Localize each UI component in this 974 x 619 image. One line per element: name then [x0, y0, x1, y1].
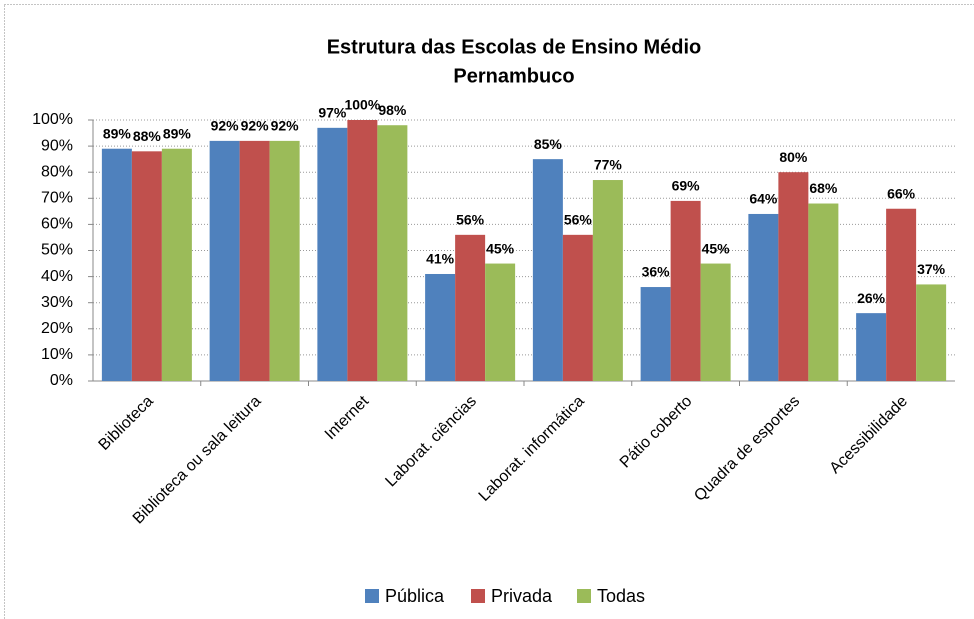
value-label: 92% — [211, 118, 240, 134]
value-label: 92% — [271, 118, 300, 134]
value-label: 80% — [779, 149, 808, 165]
y-tick-label: 60% — [41, 216, 73, 233]
x-tick-label: Pátio coberto — [617, 393, 696, 472]
x-tick-label: Laborat. informática — [476, 393, 588, 505]
value-label: 45% — [486, 240, 515, 256]
value-label: 64% — [749, 191, 778, 207]
value-label: 68% — [809, 180, 838, 196]
value-label: 41% — [426, 251, 455, 267]
bar — [101, 148, 132, 381]
value-label: 37% — [917, 261, 946, 277]
y-tick-label: 80% — [41, 163, 73, 180]
x-tick-label: Biblioteca — [96, 393, 157, 454]
chart-title: Estrutura das Escolas de Ensino Médio — [327, 36, 702, 58]
y-tick-label: 30% — [41, 294, 73, 311]
value-label: 66% — [887, 185, 916, 201]
value-label: 85% — [534, 136, 563, 152]
bar — [778, 172, 809, 381]
bar — [562, 234, 593, 381]
value-label: 100% — [344, 97, 380, 113]
value-label: 56% — [564, 212, 593, 228]
bar — [425, 273, 456, 381]
bar — [239, 140, 270, 381]
value-label: 45% — [702, 240, 731, 256]
bar — [455, 234, 486, 381]
bar — [808, 203, 839, 381]
y-tick-label: 90% — [41, 137, 73, 154]
bar — [377, 125, 408, 381]
legend-label: Todas — [597, 586, 645, 606]
y-tick-label: 20% — [41, 320, 73, 337]
value-label: 26% — [857, 290, 886, 306]
x-tick-label: Biblioteca ou sala leitura — [130, 393, 265, 528]
y-tick-label: 40% — [41, 268, 73, 285]
bar — [670, 200, 701, 381]
bar — [748, 213, 779, 381]
bar — [532, 159, 563, 381]
legend-swatch — [577, 589, 591, 603]
bar — [317, 127, 348, 381]
value-label: 77% — [594, 157, 623, 173]
bar — [131, 151, 162, 381]
legend-label: Privada — [491, 586, 553, 606]
value-label: 69% — [672, 178, 701, 194]
value-label: 92% — [241, 118, 270, 134]
bar — [886, 208, 917, 381]
bar — [347, 120, 378, 381]
bar — [269, 140, 300, 381]
value-label: 88% — [133, 128, 162, 144]
bar — [856, 313, 887, 381]
bar — [209, 140, 240, 381]
bar — [916, 284, 947, 381]
x-tick-label: Laborat. ciências — [382, 393, 480, 491]
x-tick-label: Quadra de esportes — [691, 393, 803, 505]
x-tick-label: Internet — [322, 392, 373, 443]
value-label: 36% — [642, 264, 671, 280]
bar — [485, 263, 516, 381]
value-label: 89% — [103, 125, 132, 141]
bar — [161, 148, 192, 381]
bar — [640, 287, 671, 381]
legend-swatch — [365, 589, 379, 603]
y-tick-label: 100% — [32, 111, 73, 128]
y-tick-label: 70% — [41, 190, 73, 207]
value-label: 97% — [318, 105, 347, 121]
value-label: 89% — [163, 125, 192, 141]
value-label: 98% — [378, 102, 407, 118]
x-tick-label: Acessibilidade — [827, 393, 911, 477]
y-tick-label: 50% — [41, 242, 73, 259]
chart-title: Pernambuco — [453, 65, 574, 87]
y-tick-label: 10% — [41, 346, 73, 363]
bar — [592, 180, 623, 381]
value-label: 56% — [456, 212, 485, 228]
chart-border — [4, 4, 974, 619]
y-tick-label: 0% — [50, 372, 73, 389]
legend-label: Pública — [385, 586, 445, 606]
bar — [700, 263, 731, 381]
legend-swatch — [471, 589, 485, 603]
